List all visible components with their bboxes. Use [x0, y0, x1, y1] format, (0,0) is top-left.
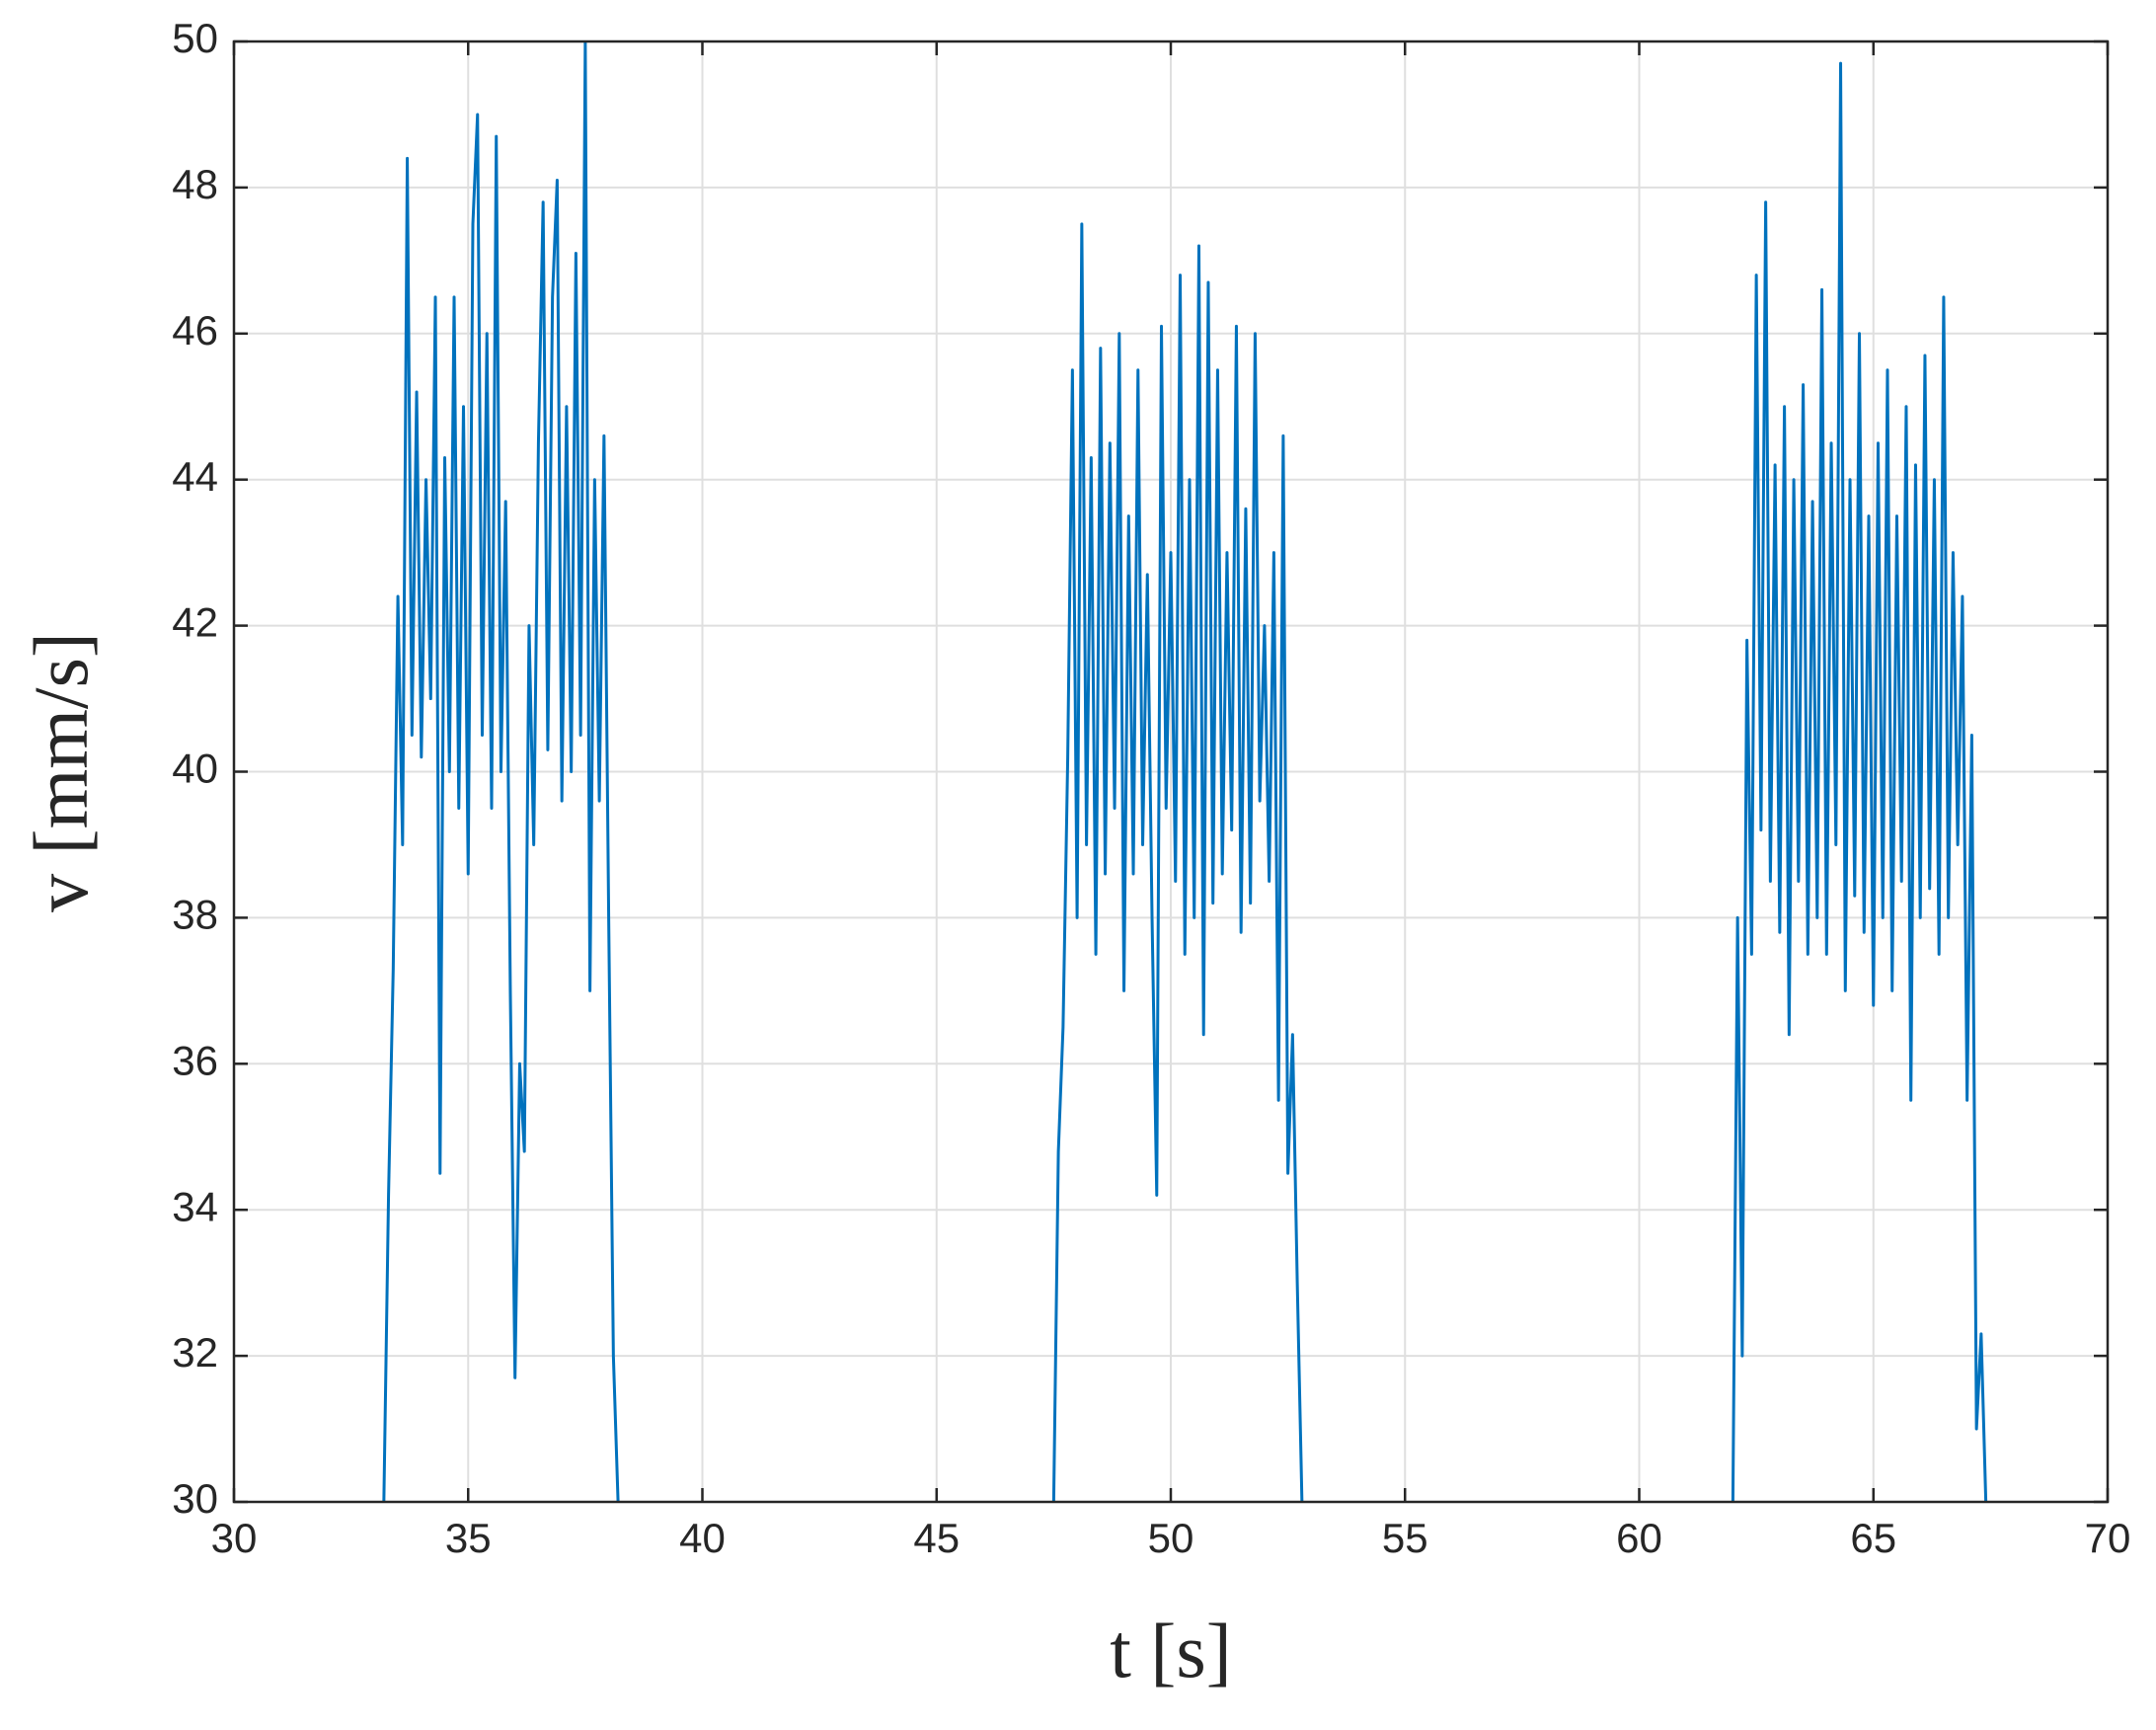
- y-tick-label: 46: [172, 307, 218, 354]
- x-tick-label: 40: [679, 1515, 726, 1561]
- y-tick-label: 42: [172, 599, 218, 646]
- x-tick-label: 55: [1382, 1515, 1428, 1561]
- x-tick-label: 50: [1148, 1515, 1194, 1561]
- x-tick-label: 60: [1616, 1515, 1662, 1561]
- y-tick-label: 48: [172, 161, 218, 207]
- y-tick-label: 38: [172, 891, 218, 937]
- x-tick-label: 70: [2085, 1515, 2131, 1561]
- y-tick-label: 32: [172, 1329, 218, 1376]
- x-tick-label: 65: [1850, 1515, 1896, 1561]
- y-tick-label: 44: [172, 453, 218, 500]
- x-tick-label: 35: [445, 1515, 492, 1561]
- y-axis-label: v [mm/s]: [18, 632, 104, 912]
- x-axis-label: t [s]: [1110, 1608, 1231, 1693]
- y-tick-label: 40: [172, 746, 218, 792]
- y-tick-label: 30: [172, 1475, 218, 1522]
- y-tick-label: 36: [172, 1037, 218, 1083]
- data-line: [382, 41, 1988, 1502]
- x-tick-label: 45: [913, 1515, 960, 1561]
- y-tick-label: 34: [172, 1183, 218, 1229]
- y-tick-label: 50: [172, 15, 218, 61]
- x-tick-label: 30: [211, 1515, 258, 1561]
